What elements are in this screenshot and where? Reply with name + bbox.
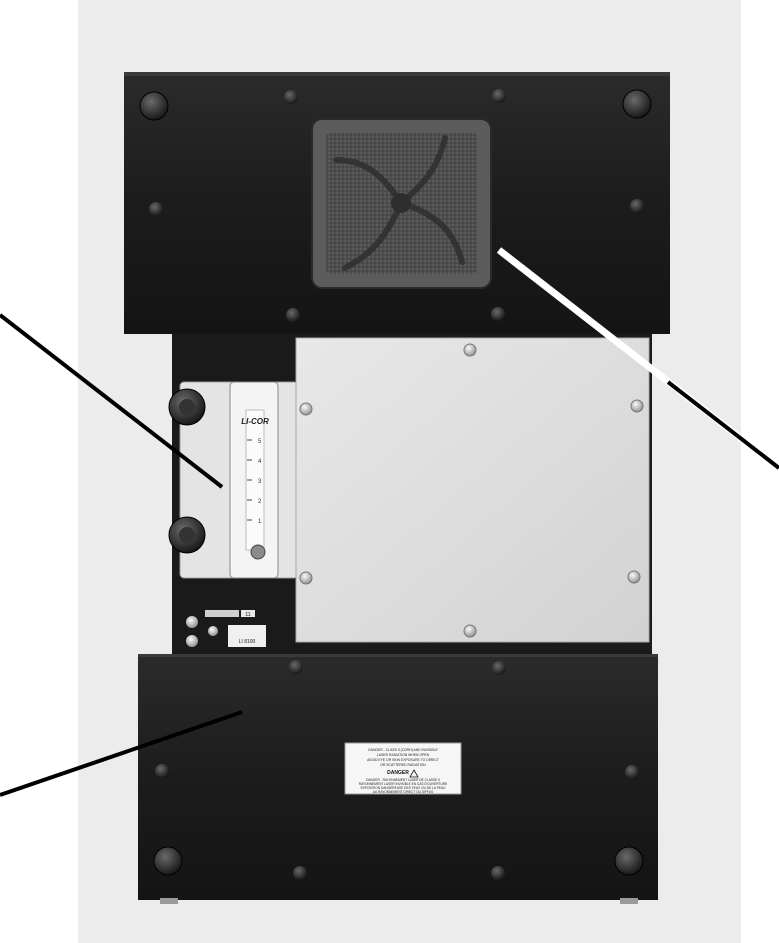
screw	[625, 765, 639, 779]
warning-line-2: LASER RADIATION WHEN OPEN	[377, 753, 430, 757]
top-right-foot	[622, 89, 652, 119]
scale-mark-1: 1	[258, 519, 262, 525]
silver-screw	[299, 402, 313, 416]
callout-line-fan-filter-outside	[666, 380, 779, 470]
screw	[492, 661, 506, 675]
flowmeter-brand: LI-COR	[241, 417, 269, 426]
callout-line-flowmeter	[0, 313, 224, 489]
light-cover-panel	[295, 337, 650, 643]
warning-line-7: EXPOSITION DANGEREUSE DES YEUX OU DE LA …	[361, 786, 446, 790]
connector	[186, 635, 198, 647]
connector	[186, 616, 198, 628]
bottom-right-foot	[614, 846, 644, 876]
upper-knob	[168, 388, 206, 426]
scale-mark-2: 2	[258, 499, 262, 505]
screw	[293, 866, 307, 880]
middle-section: LI-COR 5 4 3 2 1	[168, 334, 652, 654]
scale-mark-4: 4	[258, 459, 262, 465]
scale-mark-3: 3	[258, 479, 262, 485]
fan-filter	[311, 118, 492, 289]
screw	[286, 308, 300, 322]
silver-screw	[627, 570, 641, 584]
warning-heading: DANGER	[387, 770, 409, 776]
connector-label: LI 8100	[239, 639, 256, 645]
silver-screw	[630, 399, 644, 413]
lower-knob	[168, 516, 206, 554]
connector-panel: 11 LI 8100	[172, 608, 294, 654]
connector	[208, 626, 218, 636]
warning-line-1: DANGER - CLASS II (CDRH) AND INVISIBLE	[368, 748, 438, 752]
bottom-panel: DANGER - CLASS II (CDRH) AND INVISIBLE L…	[138, 654, 658, 904]
connector-tag: 11	[245, 612, 250, 618]
warning-line-3: AVOID EYE OR SKIN EXPOSURE TO DIRECT	[367, 758, 439, 762]
callout-line-fan-filter-inside	[498, 248, 669, 384]
screw	[149, 202, 163, 216]
fan-grille-icon	[333, 135, 465, 271]
screw	[630, 199, 644, 213]
screw	[491, 307, 505, 321]
silver-screw	[463, 624, 477, 638]
screw	[289, 660, 303, 674]
screw	[491, 866, 505, 880]
flowmeter: LI-COR 5 4 3 2 1	[229, 381, 279, 579]
scale-mark-5: 5	[258, 439, 262, 445]
screw	[284, 90, 298, 104]
warning-line-6: RAYONNEMENT LASER INVISIBLE EN CAS D'OUV…	[359, 782, 447, 786]
screw	[492, 89, 506, 103]
screw	[155, 764, 169, 778]
callout-line-bottom-panel	[0, 710, 243, 797]
top-left-foot	[139, 91, 169, 121]
warning-triangle-icon	[409, 769, 419, 778]
top-panel	[124, 72, 670, 334]
silver-screw	[299, 571, 313, 585]
bottom-left-foot	[153, 846, 183, 876]
warning-line-4: OR SCATTERED RADIATION	[380, 763, 426, 767]
warning-line-5: DANGER - RAYONNEMENT LASER DE CLASSE II	[366, 778, 440, 782]
warning-line-8: AU RAYONNEMENT DIRECT OU DIFFUS	[373, 790, 434, 794]
silver-screw	[463, 343, 477, 357]
warning-label: DANGER - CLASS II (CDRH) AND INVISIBLE L…	[344, 742, 462, 795]
